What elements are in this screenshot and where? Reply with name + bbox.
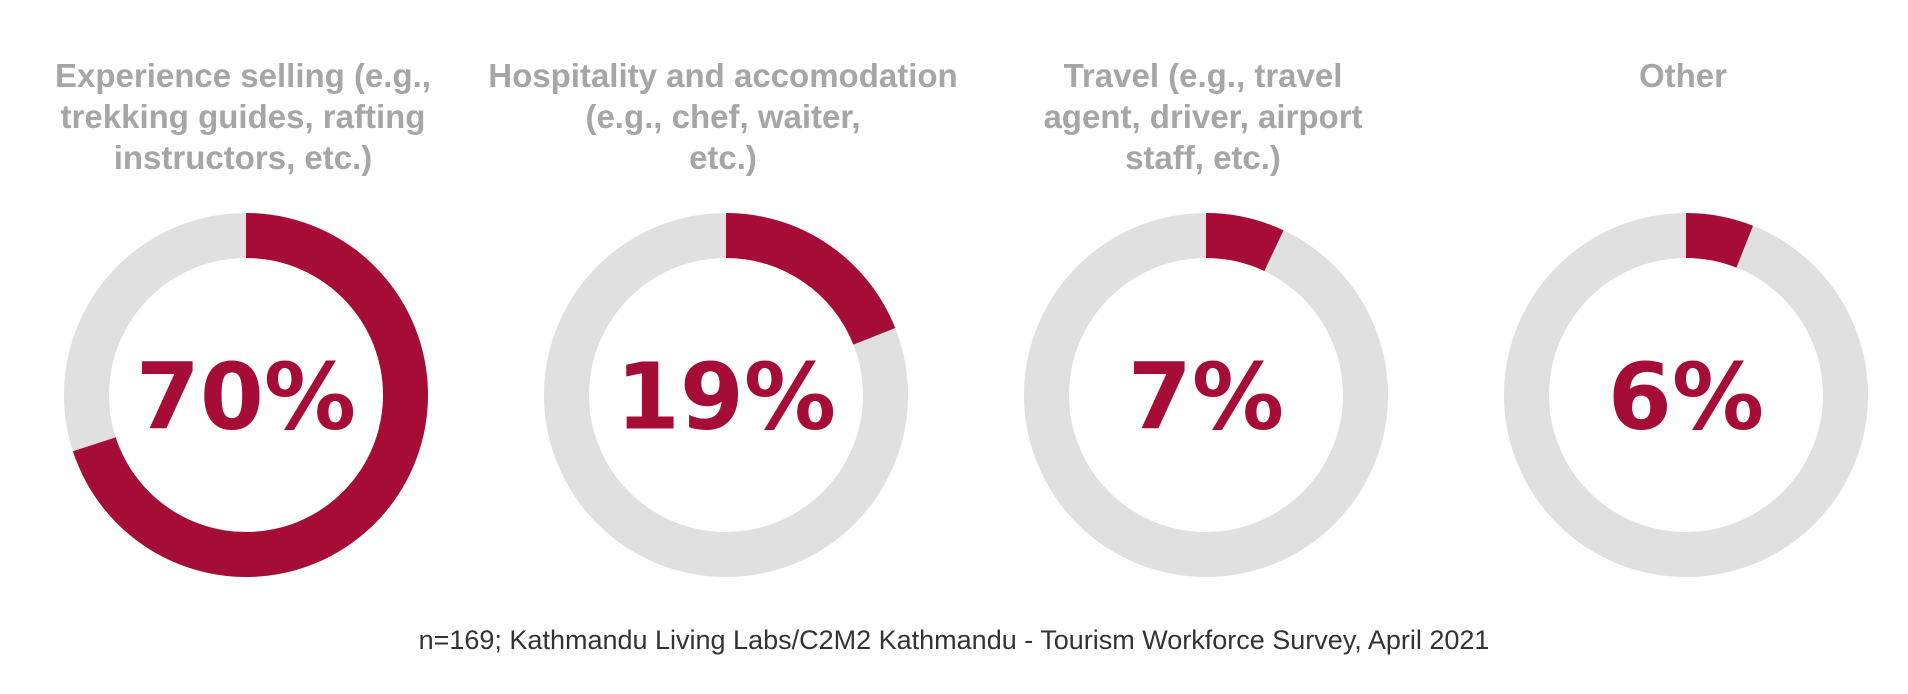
donut-title: Travel (e.g., travel agent, driver, airp… <box>1043 57 1363 176</box>
donut-title: Other <box>1638 57 1727 94</box>
donut-value-arc <box>1206 213 1284 272</box>
donut-value-arc <box>726 213 896 345</box>
donut-value-arc <box>1686 213 1753 268</box>
donut-value-label: 70% <box>136 344 356 451</box>
donut-title: Hospitality and accomodation (e.g., chef… <box>488 57 958 176</box>
donut-title: Experience selling (e.g., trekking guide… <box>55 57 431 176</box>
donut-panel: Other 6% <box>1443 0 1908 600</box>
donut-chart: 6% <box>1504 213 1868 577</box>
donut-panel: Experience selling (e.g., trekking guide… <box>3 0 483 600</box>
donut-value-label: 19% <box>616 344 836 451</box>
donut-chart: 19% <box>544 213 908 577</box>
donut-panel: Hospitality and accomodation (e.g., chef… <box>483 0 963 600</box>
donut-chart: 70% <box>64 213 428 577</box>
source-footnote: n=169; Kathmandu Living Labs/C2M2 Kathma… <box>418 625 1490 655</box>
donut-chart: 7% <box>1024 213 1388 577</box>
donut-value-label: 7% <box>1128 344 1284 451</box>
donut-panel: Travel (e.g., travel agent, driver, airp… <box>963 0 1443 600</box>
donut-value-label: 6% <box>1608 344 1764 451</box>
